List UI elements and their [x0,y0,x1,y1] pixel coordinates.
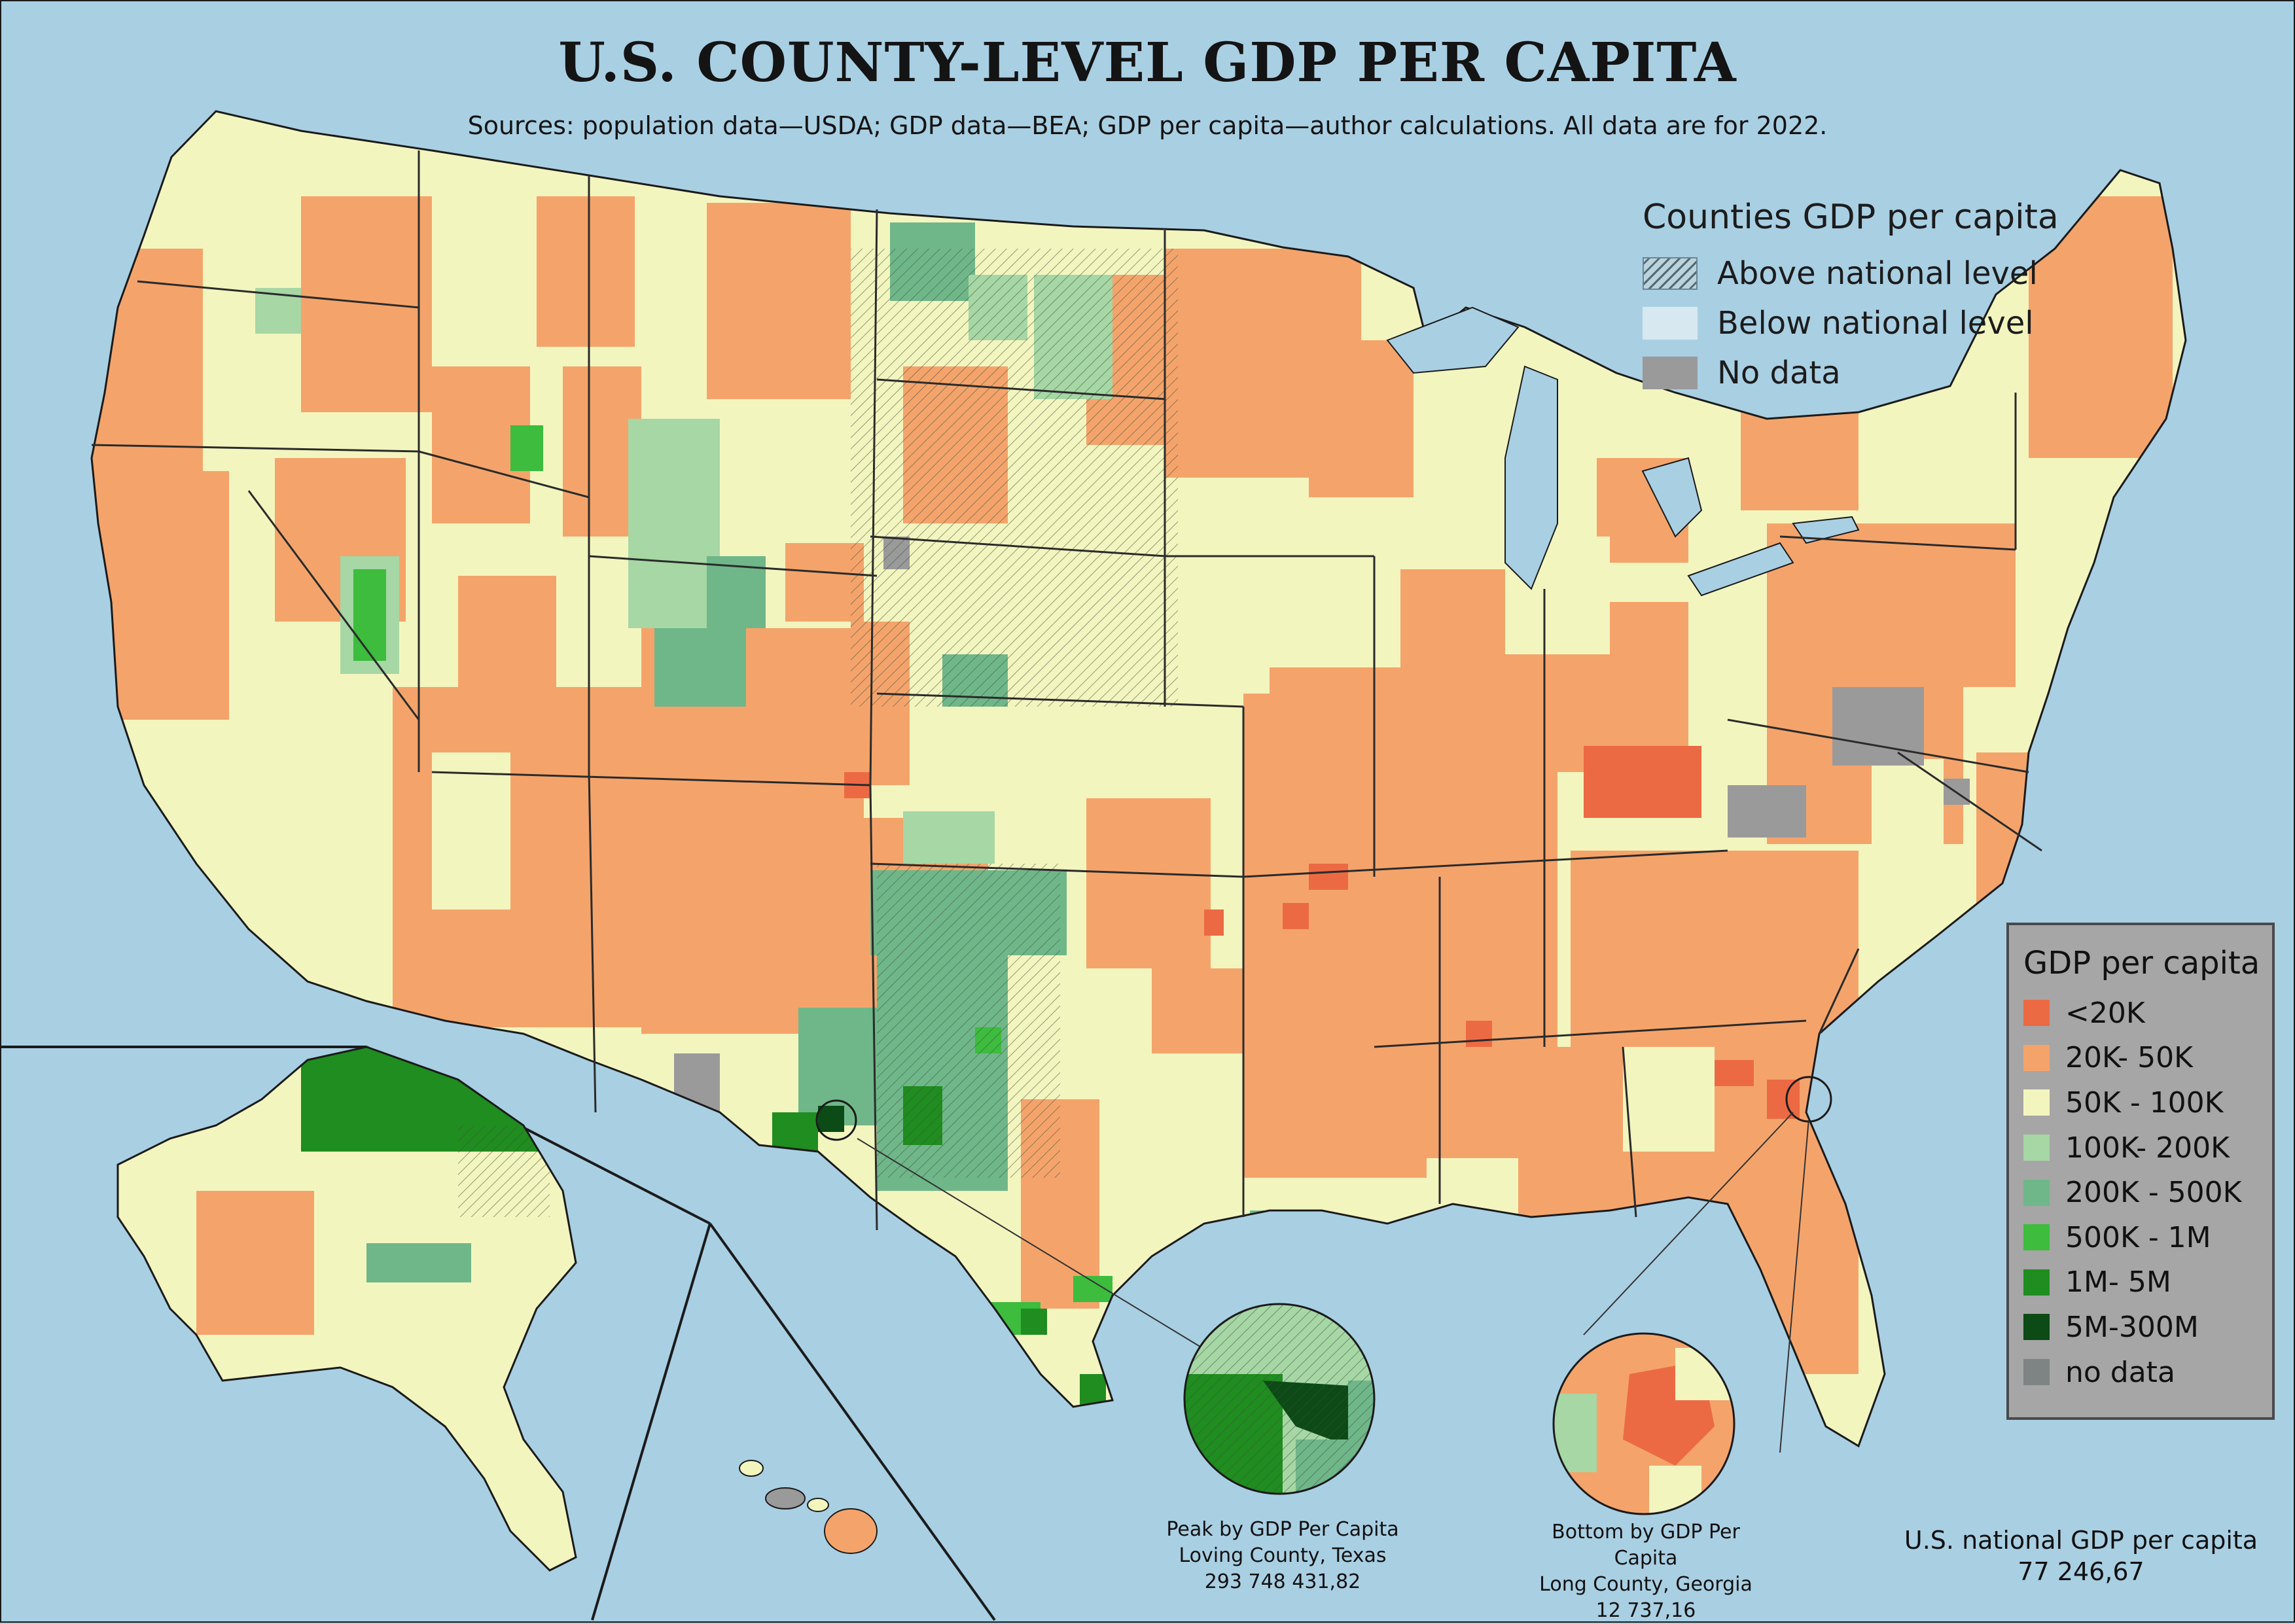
legend-item-nodata: No data [1643,348,2101,398]
peak-zoom-circle [1183,1303,1376,1495]
loving-county [818,1106,844,1132]
bottom-zoom-circle [1552,1332,1735,1515]
gdp-legend-label: 50K - 100K [2065,1086,2224,1120]
page-title: U.S. COUNTY-LEVEL GDP PER CAPITA [558,31,1737,94]
color-swatch [2023,1179,2050,1206]
gdp-legend-item: 1M- 5M [2023,1260,2272,1305]
gdp-legend-item: no data [2023,1350,2272,1395]
legend-item-above: Above national level [1643,249,2101,298]
legend-label: Above national level [1717,255,2038,292]
hawaii [739,1460,878,1554]
national-gdp: U.S. national GDP per capita 77 246,67 [1898,1525,2264,1587]
gdp-legend-item: <20K [2023,991,2272,1036]
inset-divider [591,1223,711,1621]
state-borders [91,150,2042,1231]
legend-label: No data [1717,355,1841,391]
gdp-legend-label: 200K - 500K [2065,1176,2242,1210]
color-swatch [2023,1359,2050,1386]
peak-heading: Peak by GDP Per Capita [1166,1518,1399,1541]
callout-line [1779,1118,1809,1453]
gdp-legend-item: 20K- 50K [2023,1036,2272,1081]
bottom-county: Long County, Georgia [1539,1573,1752,1596]
gdp-legend-label: <20K [2065,996,2145,1030]
color-swatch [2023,1044,2050,1071]
alaska [118,1047,576,1570]
page-subtitle: Sources: population data—USDA; GDP data—… [467,111,1828,140]
great-lakes [1386,306,1860,597]
gdp-legend-item: 50K - 100K [2023,1080,2272,1125]
bottom-zoom [1554,1333,1734,1514]
gdp-legend-title: GDP per capita [2023,945,2260,981]
national-label: U.S. national GDP per capita [1904,1526,2258,1555]
alaska-outline [116,1046,577,1572]
gdp-legend-label: 1M- 5M [2065,1265,2171,1299]
color-swatch [2023,1089,2050,1116]
hatched-above-national [851,249,1178,707]
color-swatch [2023,1314,2050,1341]
pattern-legend: Counties GDP per capita Above national l… [1643,198,2101,398]
gdp-legend-label: 20K- 50K [2065,1041,2193,1075]
loving-county-marker [815,1099,857,1141]
counties-under-20k [844,746,1800,1119]
peak-county: Loving County, Texas [1179,1544,1387,1567]
gdp-legend: GDP per capita <20K 20K- 50K 50K - 100K 100… [2006,923,2275,1420]
gdp-legend-item: 100K- 200K [2023,1125,2272,1171]
national-value: 77 246,67 [2018,1557,2144,1586]
gdp-legend-item: 200K - 500K [2023,1170,2272,1215]
color-swatch [2023,1000,2050,1027]
gdp-legend-label: no data [2065,1355,2175,1389]
gdp-legend-label: 5M-300M [2065,1310,2199,1344]
gdp-legend-label: 100K- 200K [2065,1131,2230,1165]
peak-value: 293 748 431,82 [1204,1570,1361,1593]
color-swatch [2023,1269,2050,1296]
legend-item-below: Below national level [1643,298,2101,348]
inset-divider [709,1222,996,1621]
nodata-swatch [1643,357,1698,389]
bottom-heading: Bottom by GDP Per Capita [1552,1521,1740,1570]
us-outline [90,110,2187,1448]
gdp-legend-item: 5M-300M [2023,1305,2272,1350]
bottom-caption: Bottom by GDP Per Capita Long County, Ge… [1525,1519,1767,1624]
gdp-legend-item: 500K - 1M [2023,1215,2272,1260]
pattern-legend-title: Counties GDP per capita [1643,198,2059,237]
bottom-value: 12 737,16 [1595,1599,1696,1622]
callout-line [857,1138,1224,1362]
color-swatch [2023,1135,2050,1161]
callout-line [1583,1112,1794,1335]
gdp-legend-label: 500K - 1M [2065,1220,2211,1254]
legend-label: Below national level [1717,305,2034,342]
hatch-swatch [1643,257,1698,290]
peak-caption: Peak by GDP Per Capita Loving County, Te… [1165,1517,1400,1595]
plain-swatch [1643,307,1698,340]
color-swatch [2023,1224,2050,1251]
hatched-above-national [877,864,1060,1178]
